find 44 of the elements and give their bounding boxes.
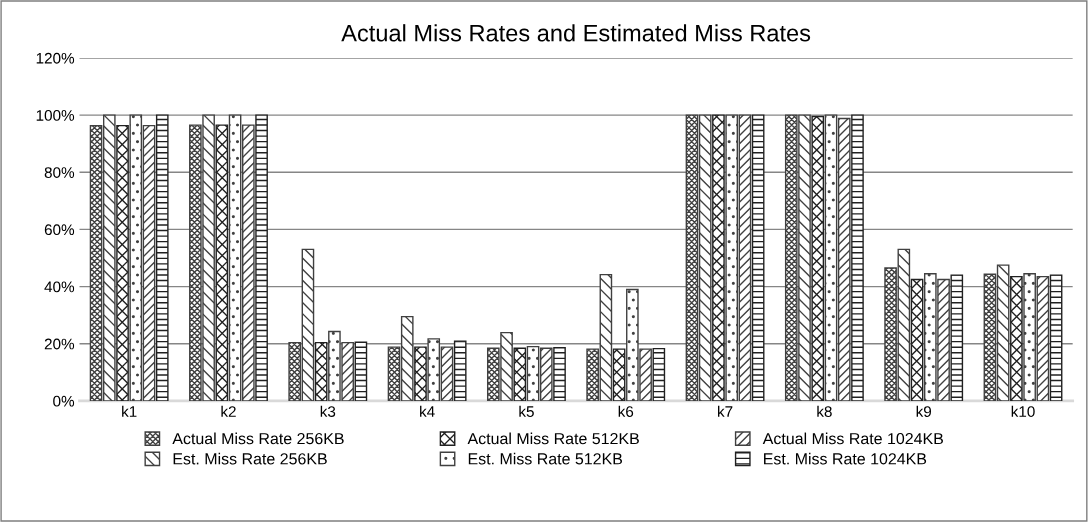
bar: [553, 347, 566, 401]
bar: [811, 115, 825, 401]
x-tick-label: k10: [1011, 405, 1035, 417]
legend-label: Actual Miss Rate 256KB: [172, 432, 344, 445]
y-tick-label: 120%: [36, 52, 75, 64]
y-tick-label: 100%: [36, 109, 75, 121]
bar: [1010, 275, 1023, 401]
bar: [851, 114, 864, 401]
x-tick-label: k8: [817, 405, 832, 417]
y-tick-label: 0%: [53, 395, 75, 407]
y-tick-label: 40%: [44, 281, 75, 293]
bar: [910, 278, 924, 401]
bar: [453, 340, 467, 401]
x-tick-label: k4: [420, 405, 435, 417]
x-tick-label: k9: [916, 405, 932, 417]
chart-title: Actual Miss Rates and Estimated Miss Rates: [341, 24, 811, 42]
bar: [414, 346, 427, 401]
legend-label: Est. Miss Rate 1024KB: [764, 452, 927, 465]
bar: [612, 348, 626, 401]
legend-label: Est. Miss Rate 512KB: [468, 452, 623, 465]
x-tick-label: k3: [320, 405, 336, 417]
y-tick-label: 60%: [44, 224, 75, 236]
bar: [950, 274, 964, 401]
bar: [1049, 274, 1063, 401]
x-tick-label: k1: [122, 405, 137, 417]
y-tick-label: 20%: [44, 338, 75, 350]
legend-label: Actual Miss Rate 512KB: [467, 432, 639, 445]
bar: [116, 124, 129, 401]
bar: [215, 124, 229, 401]
bar: [513, 347, 527, 401]
bar: [751, 114, 765, 401]
bar: [652, 347, 666, 401]
y-tick-label: 80%: [44, 167, 75, 178]
x-tick-label: k2: [221, 405, 236, 417]
bar: [712, 114, 725, 401]
bar: [314, 341, 328, 401]
x-tick-label: k7: [718, 405, 733, 417]
legend-label: Actual Miss Rate 1024KB: [762, 432, 943, 445]
bar: [354, 341, 368, 401]
bar: [155, 114, 169, 401]
bar: [255, 114, 268, 401]
x-tick-label: k6: [618, 405, 634, 417]
x-tick-label: k5: [519, 405, 534, 417]
legend-label: Est. Miss Rate 256KB: [173, 452, 327, 465]
